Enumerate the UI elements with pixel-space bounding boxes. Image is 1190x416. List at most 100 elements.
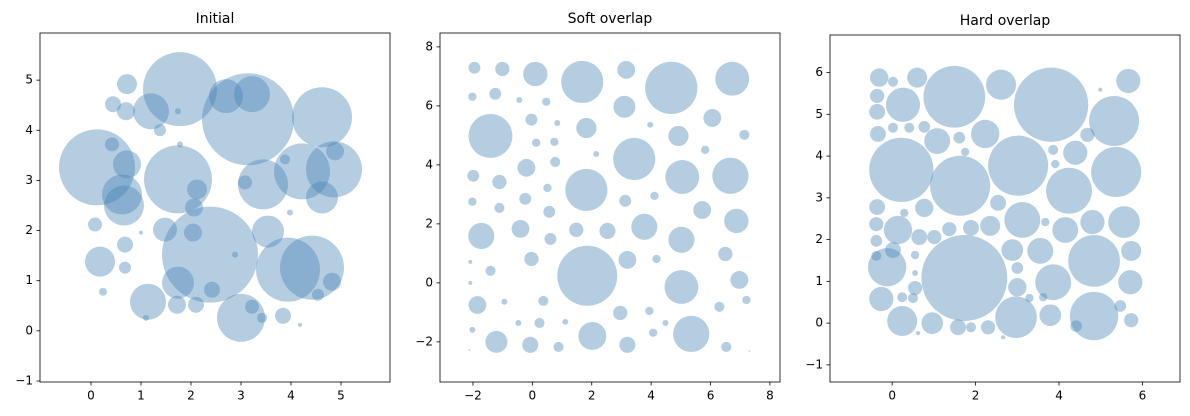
bubble: [739, 129, 750, 140]
bubble: [522, 336, 539, 353]
bubble: [275, 307, 291, 324]
bubble: [730, 271, 749, 289]
bubble: [569, 222, 584, 237]
bubble: [1114, 300, 1127, 312]
bubble: [869, 199, 886, 215]
x-tick-label: 6: [1139, 389, 1147, 403]
bubble: [298, 322, 302, 327]
x-tick-label: 0: [888, 389, 896, 403]
bubble: [953, 131, 966, 144]
bubble: [1124, 313, 1139, 328]
bubble: [534, 317, 545, 329]
bubble: [524, 251, 539, 267]
bubble: [1001, 335, 1006, 340]
bubble: [1068, 235, 1120, 287]
bubble: [1013, 67, 1089, 142]
bubble: [887, 306, 918, 337]
bubble: [550, 137, 559, 147]
bubble: [647, 121, 654, 128]
x-tick-label: 4: [287, 389, 295, 403]
bubble: [245, 299, 259, 314]
bubble: [516, 96, 523, 103]
bubble: [748, 350, 751, 352]
bubble: [668, 226, 695, 253]
bubble: [130, 283, 166, 320]
bubble: [742, 295, 751, 305]
bubble: [306, 181, 338, 214]
bubble: [912, 270, 919, 276]
bubble: [867, 247, 907, 287]
bubble: [915, 331, 921, 336]
bubble: [468, 280, 473, 285]
bubble: [918, 121, 931, 133]
bubble: [119, 261, 131, 274]
bubble: [673, 315, 710, 353]
bubble: [662, 320, 669, 326]
y-tick-label: 0: [425, 275, 433, 289]
bubble: [1089, 95, 1140, 147]
bubble: [869, 286, 894, 312]
bubble: [1121, 240, 1142, 261]
bubble: [1070, 320, 1082, 332]
subplot-title: Soft overlap: [568, 11, 653, 27]
bubble: [280, 235, 344, 300]
bubble: [177, 141, 183, 148]
bubble: [544, 232, 557, 245]
bubble: [525, 113, 538, 126]
bubble: [1048, 144, 1059, 155]
bubble: [887, 122, 898, 133]
bubble: [1098, 87, 1103, 92]
bubble: [1080, 209, 1105, 235]
bubble: [869, 137, 934, 202]
bubble: [306, 141, 362, 198]
x-tick-label: 2: [588, 389, 596, 403]
bubble: [908, 280, 923, 296]
bubble: [1011, 262, 1024, 274]
bubble: [553, 341, 564, 352]
bubble: [467, 169, 480, 182]
bubble: [869, 103, 886, 120]
bubble: [468, 222, 495, 250]
bubble: [1116, 68, 1141, 94]
bubble: [927, 230, 942, 245]
bubble: [942, 222, 957, 237]
x-tick-label: 3: [237, 389, 245, 403]
bubble: [885, 87, 921, 122]
bubble: [599, 222, 616, 239]
bubble: [468, 113, 513, 158]
bubble: [1001, 239, 1024, 261]
plot-area: [467, 60, 751, 353]
subplot: Soft overlap −2 0 2 4 6 8 −2 0 2 4 6 8: [415, 11, 781, 403]
bubble: [59, 129, 135, 206]
x-tick-label: 4: [1055, 389, 1063, 403]
bubble: [721, 341, 732, 352]
bubble: [870, 235, 883, 247]
bubble: [468, 348, 471, 351]
bubble: [714, 301, 725, 312]
bubble: [104, 185, 144, 226]
y-tick-label: 4: [815, 149, 823, 163]
bubble: [143, 52, 217, 127]
subplot-title: Initial: [196, 11, 235, 27]
bubble: [921, 312, 944, 334]
bubble: [554, 120, 561, 126]
bubble: [645, 306, 654, 316]
bubble: [924, 128, 951, 154]
y-tick-label: 3: [25, 173, 33, 187]
bubble: [930, 155, 991, 216]
bubble: [965, 322, 977, 333]
bubble: [485, 265, 496, 276]
subplot-title: Hard overlap: [960, 13, 1051, 29]
plot-area: [867, 65, 1143, 341]
bubble: [88, 217, 102, 232]
bubble: [664, 270, 699, 304]
bubble: [1027, 237, 1054, 264]
y-tick-label: 5: [25, 73, 33, 87]
axes-frame: [39, 32, 391, 383]
bubble: [133, 93, 169, 130]
bubble: [724, 208, 749, 234]
bubble: [617, 60, 636, 79]
bubble: [85, 246, 115, 277]
y-tick-label: 8: [425, 39, 433, 53]
